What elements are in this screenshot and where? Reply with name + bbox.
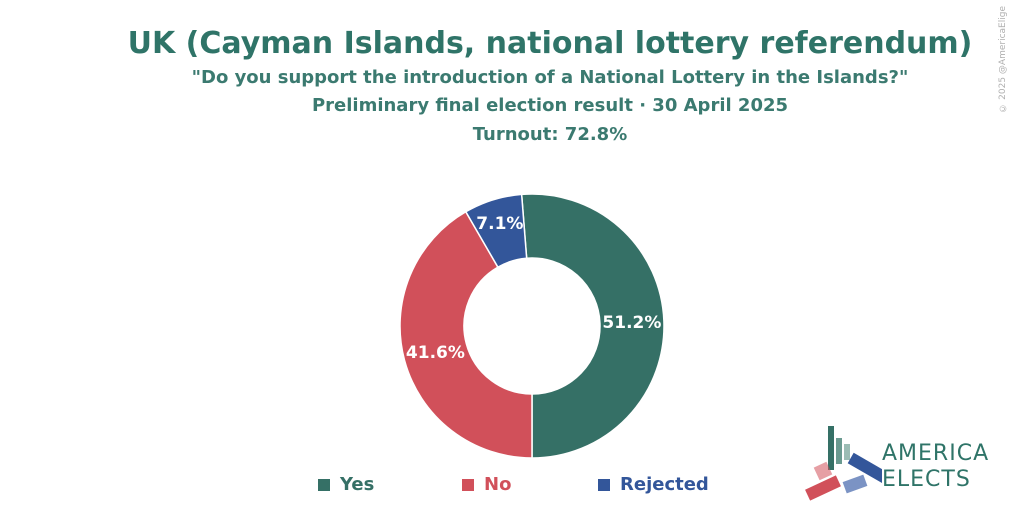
legend-item-no: No — [462, 474, 511, 495]
chart-subtitle-result: Preliminary final election result · 30 A… — [311, 95, 789, 116]
legend-label-rejected: Rejected — [620, 474, 709, 495]
legend-swatch-no — [462, 478, 474, 491]
donut-slice-rejected — [464, 193, 528, 269]
donut-slice-yes — [520, 193, 665, 459]
logo-text-elects: ELECTS — [882, 467, 971, 492]
copyright-notice: © 2025 @AmericaElige — [998, 6, 1008, 113]
america-elects-logo: AMERICA ELECTS — [802, 420, 1002, 510]
donut-chart: 51.2% 41.6% 7.1% — [399, 193, 665, 459]
legend-swatch-rejected — [598, 478, 610, 491]
legend-label-yes: Yes — [340, 474, 375, 495]
donut-label-yes: 51.2% — [602, 313, 661, 333]
turnout-label: Turnout: 72.8% — [472, 124, 628, 145]
logo-mark-icon — [805, 426, 889, 501]
donut-label-no: 41.6% — [406, 343, 465, 363]
legend-label-no: No — [484, 474, 512, 495]
chart-subtitle-question: "Do you support the introduction of a Na… — [191, 67, 909, 88]
chart-title: UK (Cayman Islands, national lottery ref… — [127, 26, 973, 61]
chart-header: UK (Cayman Islands, national lottery ref… — [0, 24, 1016, 150]
logo-text-america: AMERICA — [882, 441, 990, 466]
legend-item-rejected: Rejected — [598, 474, 709, 495]
donut-slice-no — [399, 210, 533, 459]
legend-item-yes: Yes — [318, 474, 374, 495]
donut-label-rejected: 7.1% — [476, 214, 523, 234]
chart-legend: Yes No Rejected — [0, 474, 1016, 498]
legend-swatch-yes — [318, 478, 330, 491]
